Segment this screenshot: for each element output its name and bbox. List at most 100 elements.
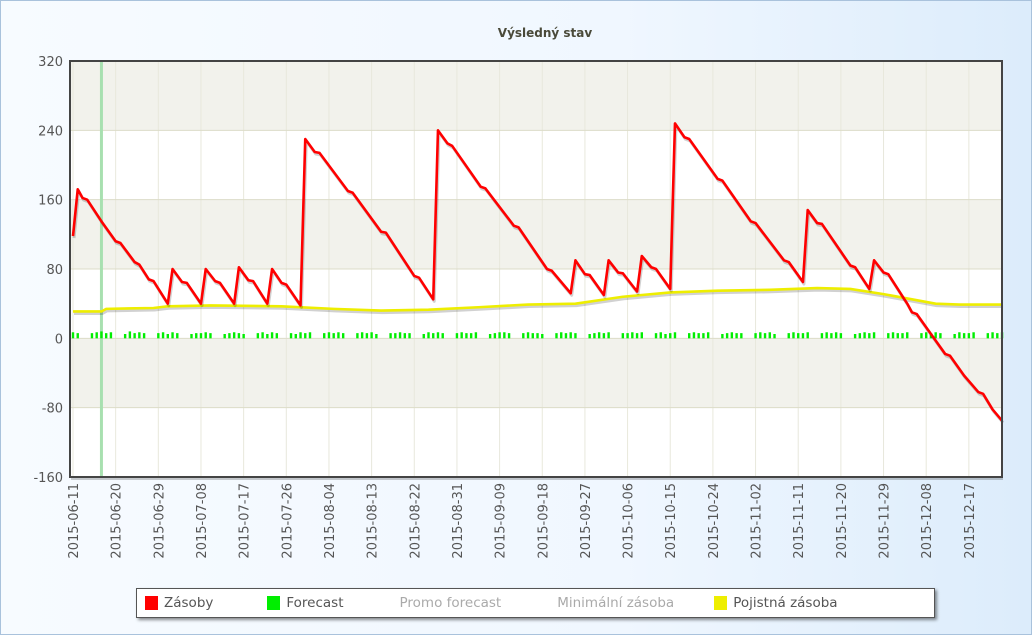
forecast-bar (332, 333, 335, 339)
forecast-bar (673, 332, 677, 339)
forecast-bar (375, 334, 378, 339)
forecast-bar (834, 332, 838, 339)
grid-band (70, 338, 1002, 408)
x-tick-label: 2015-10-24 (707, 483, 722, 559)
legend-item-pojistna-zasoba[interactable]: Pojistná zásoba (706, 595, 838, 611)
forecast-bar (688, 333, 691, 339)
x-tick-label: 2015-11-02 (750, 483, 765, 559)
x-tick-label: 2015-11-29 (878, 483, 893, 559)
forecast-bar (669, 333, 672, 339)
pojistna-zasoba-line-shadow (74, 288, 1004, 315)
forecast-bar (261, 332, 264, 339)
x-tick-label: 2015-07-17 (238, 483, 253, 559)
forecast-bar (142, 333, 146, 339)
forecast-bar (735, 333, 738, 339)
forecast-bar (323, 333, 326, 339)
forecast-bar (242, 334, 245, 339)
forecast-bar (725, 333, 729, 339)
forecast-bar (768, 332, 771, 339)
plot-border (69, 60, 1003, 478)
x-tick-label: 2015-08-13 (366, 483, 381, 559)
forecast-bar (939, 333, 942, 339)
forecast-bar (157, 333, 160, 339)
forecast-bar (759, 332, 762, 339)
forecast-bar (507, 333, 511, 339)
legend-item-forecast[interactable]: Forecast (259, 595, 344, 611)
forecast-bar (526, 332, 530, 339)
forecast-bar (555, 333, 558, 339)
chart-title: Výsledný stav (497, 26, 593, 40)
legend-item-minimalni-zasoba[interactable]: Minimální zásoba (557, 595, 674, 611)
forecast-bar (403, 333, 406, 339)
forecast-bar (228, 333, 231, 339)
forecast-bar (754, 333, 757, 339)
x-tick-label: 2015-12-17 (963, 483, 978, 559)
forecast-bar (896, 333, 899, 339)
forecast-bar (626, 333, 629, 339)
legend-label: Minimální zásoba (557, 595, 675, 611)
forecast-bar (901, 333, 904, 339)
forecast-bar (223, 334, 226, 339)
forecast-bar (266, 334, 269, 339)
forecast-bar (560, 332, 563, 339)
forecast-bar (991, 332, 994, 339)
forecast-bar (541, 334, 544, 339)
forecast-bar (702, 333, 705, 339)
legend-swatch (267, 596, 281, 610)
forecast-bar (370, 332, 373, 339)
x-tick-label: 2015-09-18 (536, 483, 551, 559)
forecast-bar (133, 333, 136, 339)
forecast-bar (237, 333, 241, 339)
x-tick-label: 2015-06-29 (152, 483, 167, 559)
x-tick-label: 2015-10-15 (664, 483, 679, 559)
x-tick-label: 2015-08-04 (323, 483, 338, 559)
x-tick-label: 2015-11-20 (835, 483, 850, 559)
plot-shadow (71, 478, 1003, 480)
forecast-bar (455, 333, 459, 339)
grid-band (70, 407, 1002, 477)
y-tick-label: 320 (38, 55, 63, 70)
forecast-bar (640, 332, 643, 339)
forecast-bar (635, 333, 639, 339)
forecast-bar (176, 333, 179, 339)
forecast-bar (872, 332, 876, 339)
forecast-bar (906, 332, 909, 339)
forecast-bar (299, 332, 302, 339)
grid-band (70, 61, 1002, 131)
forecast-bar (654, 333, 658, 339)
forecast-bar (839, 333, 843, 339)
x-tick-label: 2015-07-08 (195, 483, 210, 559)
forecast-bar (797, 333, 800, 339)
forecast-bar (204, 332, 207, 339)
forecast-bar (692, 332, 696, 339)
forecast-bar (488, 334, 492, 339)
legend-label: Forecast (286, 595, 344, 611)
y-tick-label: -160 (33, 471, 63, 486)
forecast-bar (123, 334, 127, 339)
forecast-bar (95, 332, 98, 339)
forecast-bar (289, 333, 293, 339)
legend-item-promo-forecast[interactable]: Promo forecast (400, 595, 502, 611)
forecast-bar (830, 333, 833, 339)
forecast-bar (427, 332, 430, 339)
legend-swatch (145, 596, 158, 610)
forecast-bar (104, 333, 108, 339)
legend-item-zasoby[interactable]: Zásoby (137, 595, 213, 611)
forecast-bar (962, 333, 966, 339)
forecast-bar (270, 332, 274, 339)
x-tick-label: 2015-11-11 (792, 483, 807, 559)
forecast-bar (597, 332, 601, 339)
forecast-bar (891, 332, 895, 339)
forecast-bar (664, 334, 667, 339)
forecast-bar (925, 332, 928, 339)
forecast-bar (868, 333, 871, 339)
forecast-bar (436, 332, 440, 339)
forecast-bar (432, 333, 435, 339)
forecast-bar (531, 333, 534, 339)
legend: Zásoby Forecast Promo forecast Minimální… (136, 588, 935, 618)
forecast-bar (607, 332, 610, 339)
forecast-bar (341, 333, 345, 339)
x-tick-label: 2015-12-08 (920, 483, 935, 559)
y-tick-label: 0 (55, 332, 63, 347)
